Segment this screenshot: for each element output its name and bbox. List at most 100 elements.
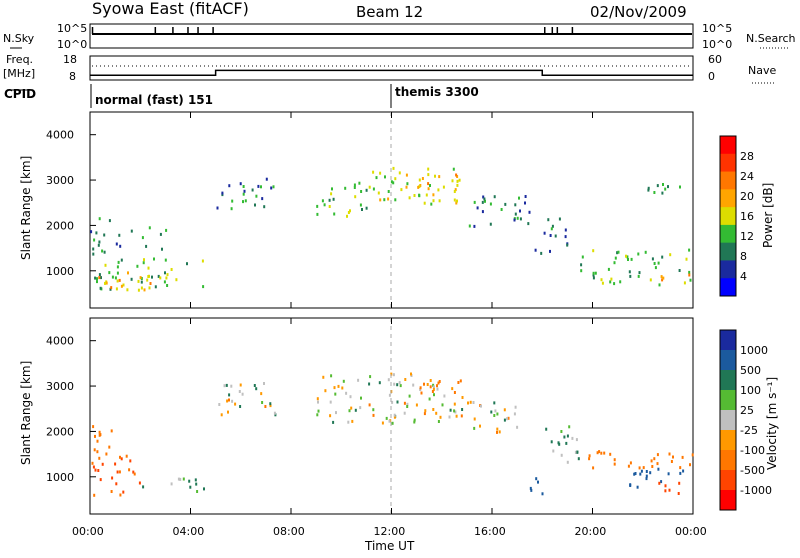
rti-cell	[151, 275, 153, 279]
rti-cell	[93, 238, 96, 242]
rti-cell	[468, 224, 471, 228]
rti-cell	[406, 182, 409, 186]
rti-cell	[365, 206, 368, 210]
rti-cell	[115, 482, 118, 486]
rti-cell	[218, 403, 221, 406]
rti-cell	[625, 254, 627, 258]
rti-cell	[223, 384, 226, 388]
rti-cell	[99, 478, 102, 482]
colorbar-segment	[720, 171, 736, 190]
rti-cell	[543, 231, 546, 235]
rti-cell	[96, 280, 98, 284]
rti-cell	[116, 265, 119, 269]
rti-cell	[452, 167, 455, 171]
rti-cell	[177, 477, 180, 481]
title-station: Syowa East (fitACF)	[92, 0, 249, 18]
rti-cell	[348, 409, 351, 413]
rti-cell	[672, 455, 674, 459]
rti-cell	[317, 400, 319, 404]
rti-cell	[688, 248, 691, 252]
colorbar-segment	[720, 490, 736, 511]
rti-cell	[133, 472, 136, 476]
rti-cell	[110, 490, 113, 493]
rti-cell	[196, 490, 199, 493]
rti-cell	[242, 192, 245, 196]
rti-cell	[230, 207, 233, 211]
rti-cell	[455, 414, 458, 418]
rti-cell	[417, 185, 420, 189]
rti-cell	[434, 174, 436, 178]
rti-cell	[438, 175, 441, 179]
rti-cell	[333, 386, 336, 390]
rti-cell	[94, 468, 97, 472]
rti-cell	[457, 381, 460, 384]
rti-cell	[419, 388, 422, 391]
rti-cell	[93, 448, 96, 452]
rti-cell	[349, 209, 351, 213]
rti-cell	[500, 208, 503, 211]
power-y-ticks: 4000 3000 2000 1000	[46, 129, 96, 278]
colorbar-segment	[720, 390, 736, 411]
rti-cell	[649, 278, 652, 282]
rti-cell	[679, 185, 681, 189]
rti-cell	[600, 278, 603, 282]
rti-cell	[667, 472, 670, 476]
rti-cell	[514, 203, 517, 207]
rti-cell	[527, 222, 530, 226]
rti-cell	[347, 420, 350, 424]
rti-cell	[321, 199, 324, 203]
colorbar-frame	[719, 329, 737, 511]
rti-cell	[660, 480, 663, 484]
rti-cell	[154, 285, 157, 289]
rti-cell	[506, 417, 509, 421]
rti-cell	[682, 469, 685, 473]
rti-cell	[103, 233, 106, 237]
rti-cell	[484, 199, 486, 203]
rti-cell	[170, 482, 173, 486]
rti-cell	[122, 490, 125, 494]
rti-cell	[421, 177, 424, 180]
rti-cell	[436, 387, 439, 391]
freq-label-1: Freq.	[6, 53, 33, 66]
rti-cell	[420, 391, 423, 395]
rti-cell	[454, 188, 457, 192]
colorbar-segment	[720, 410, 736, 431]
rti-cell	[513, 218, 516, 222]
rti-cell	[96, 450, 99, 454]
rti-cell	[551, 224, 554, 228]
rti-cell	[261, 197, 264, 201]
rti-cell	[633, 472, 636, 476]
rti-cell	[166, 284, 169, 287]
power-colorbar: 28 24 20 16 12 8 4	[719, 135, 754, 297]
rti-cell	[653, 457, 656, 461]
rti-cell	[530, 488, 533, 492]
rti-cell	[513, 412, 516, 416]
rti-cell	[560, 430, 563, 433]
rti-cell	[372, 187, 375, 191]
rti-cell	[627, 258, 629, 261]
rti-cell	[661, 255, 664, 259]
rti-cell	[667, 185, 669, 189]
rti-cell	[451, 387, 454, 391]
rti-cell	[656, 453, 659, 457]
rti-cell	[534, 248, 537, 252]
rti-cell	[398, 381, 401, 385]
rti-cell	[139, 276, 142, 280]
rti-cell	[657, 261, 660, 265]
colorbar-tick-label: 12	[740, 230, 754, 243]
rti-cell	[413, 420, 416, 424]
y-tick-label: 2000	[46, 219, 74, 232]
rti-cell	[581, 255, 584, 259]
rti-cell	[101, 462, 104, 466]
colorbar-segment	[720, 350, 736, 371]
rti-cell	[274, 413, 277, 417]
rti-cell	[580, 269, 583, 273]
rti-cell	[353, 186, 356, 189]
rti-cell	[400, 188, 403, 192]
nave-tick-high: 60	[708, 53, 722, 66]
rti-cell	[316, 413, 319, 417]
rti-cell	[265, 177, 268, 181]
rti-cell	[436, 384, 438, 388]
rti-cell	[228, 393, 231, 397]
rti-cell	[228, 398, 230, 402]
